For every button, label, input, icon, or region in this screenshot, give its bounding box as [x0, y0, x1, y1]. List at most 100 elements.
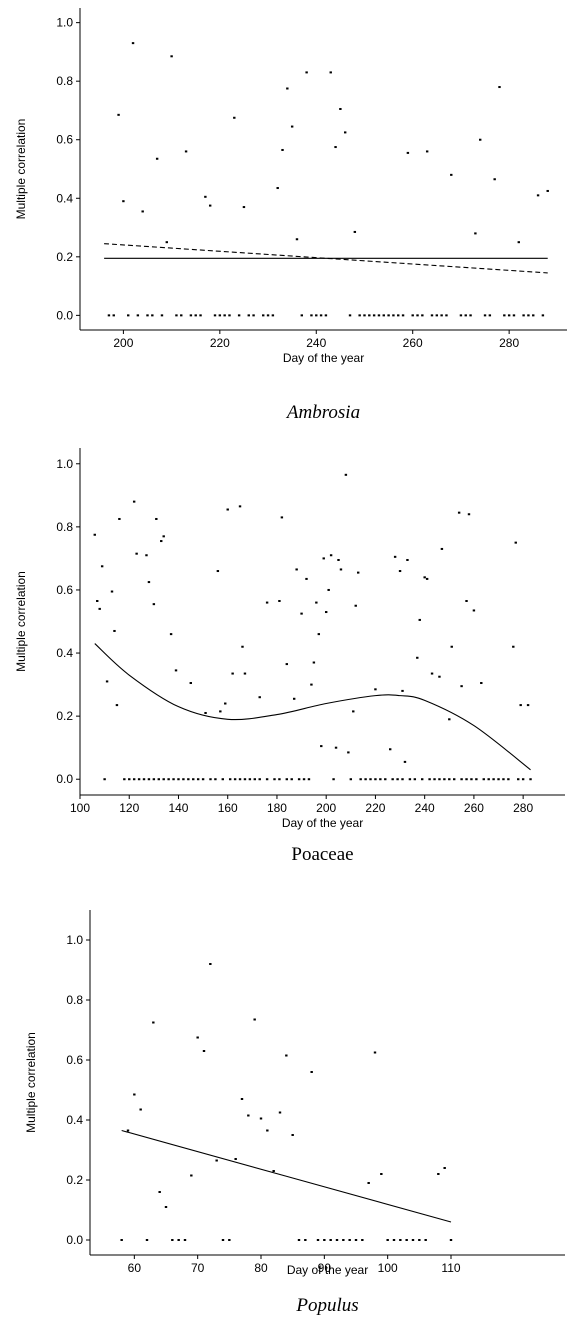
data-point	[460, 685, 463, 688]
data-point	[425, 150, 429, 153]
data-point	[234, 1158, 237, 1160]
data-point	[276, 187, 279, 190]
x-tick-label: 120	[119, 801, 139, 815]
data-point	[113, 629, 116, 632]
data-point	[145, 1239, 149, 1241]
data-point	[100, 565, 104, 568]
data-point	[253, 1018, 256, 1021]
x-tick-label: 260	[464, 801, 484, 815]
data-point	[480, 682, 483, 685]
y-tick-label: 0.4	[56, 191, 73, 205]
data-point	[152, 1021, 155, 1024]
y-tick-label: 1.0	[56, 16, 73, 30]
data-point	[160, 540, 163, 543]
data-point	[118, 517, 121, 520]
panel-title: Populus	[295, 1295, 358, 1316]
data-point	[189, 314, 193, 317]
x-tick-label: 280	[513, 801, 533, 815]
data-point	[401, 314, 405, 317]
data-point	[465, 599, 468, 602]
data-point	[335, 1239, 339, 1241]
data-point	[465, 778, 468, 781]
data-point	[115, 704, 119, 707]
data-point	[141, 210, 144, 213]
data-point	[142, 778, 146, 781]
data-point	[445, 314, 448, 317]
data-point	[265, 601, 269, 604]
data-point	[233, 116, 236, 119]
data-point	[208, 204, 212, 207]
data-point	[460, 778, 463, 781]
data-point	[216, 570, 220, 573]
data-point	[368, 314, 371, 317]
y-tick-label: 0.2	[66, 1173, 83, 1187]
data-point	[453, 778, 456, 781]
data-point	[424, 1239, 427, 1241]
data-point	[214, 778, 217, 781]
data-point	[184, 150, 188, 153]
data-point	[201, 778, 205, 781]
data-point	[162, 535, 165, 538]
data-point	[450, 645, 453, 648]
data-point	[364, 778, 367, 781]
data-point	[302, 778, 306, 781]
data-point	[300, 612, 303, 615]
x-tick-label: 70	[191, 1261, 205, 1275]
data-point	[430, 314, 434, 317]
data-point	[247, 1114, 250, 1117]
data-point	[307, 778, 311, 781]
data-point	[128, 778, 131, 781]
data-point	[258, 696, 261, 699]
y-tick-label: 1.0	[56, 457, 73, 471]
data-point	[396, 778, 399, 781]
data-point	[334, 746, 338, 749]
data-point	[487, 778, 490, 781]
x-tick-label: 200	[113, 336, 133, 350]
data-point	[521, 778, 525, 781]
data-point	[493, 178, 496, 181]
data-point	[126, 1129, 130, 1132]
data-point	[305, 577, 308, 580]
x-tick-label: 220	[210, 336, 230, 350]
data-point	[221, 1239, 225, 1241]
data-point	[291, 1134, 294, 1136]
data-point	[399, 1239, 402, 1241]
data-point	[241, 645, 244, 648]
data-point	[403, 760, 407, 763]
data-point	[418, 1239, 421, 1241]
data-point	[386, 1239, 389, 1241]
data-point	[155, 157, 159, 160]
data-point	[418, 618, 421, 621]
data-point	[367, 1182, 370, 1184]
data-point	[413, 778, 417, 781]
data-point	[172, 778, 175, 781]
data-point	[363, 314, 366, 317]
data-point	[209, 963, 212, 965]
data-point	[242, 206, 246, 209]
y-tick-label: 0.6	[56, 133, 73, 147]
data-point	[342, 1239, 345, 1241]
data-point	[416, 314, 419, 317]
data-point	[405, 1239, 408, 1241]
data-point	[406, 558, 409, 561]
data-point	[281, 148, 284, 151]
data-point	[408, 778, 412, 781]
data-point	[514, 541, 517, 544]
data-point	[391, 778, 394, 781]
data-point	[218, 314, 222, 317]
data-point	[529, 778, 532, 781]
data-point	[147, 581, 151, 584]
data-point	[348, 1239, 351, 1241]
data-point	[373, 1051, 377, 1054]
data-point	[353, 230, 357, 233]
data-point	[320, 745, 323, 748]
data-point	[479, 138, 482, 141]
x-tick-label: 110	[441, 1261, 460, 1275]
data-point	[393, 555, 397, 558]
data-point	[226, 508, 229, 511]
x-tick-label: 90	[318, 1261, 332, 1275]
data-point	[266, 1129, 269, 1132]
data-point	[228, 778, 232, 781]
data-point	[285, 1054, 288, 1057]
data-point	[492, 778, 495, 781]
